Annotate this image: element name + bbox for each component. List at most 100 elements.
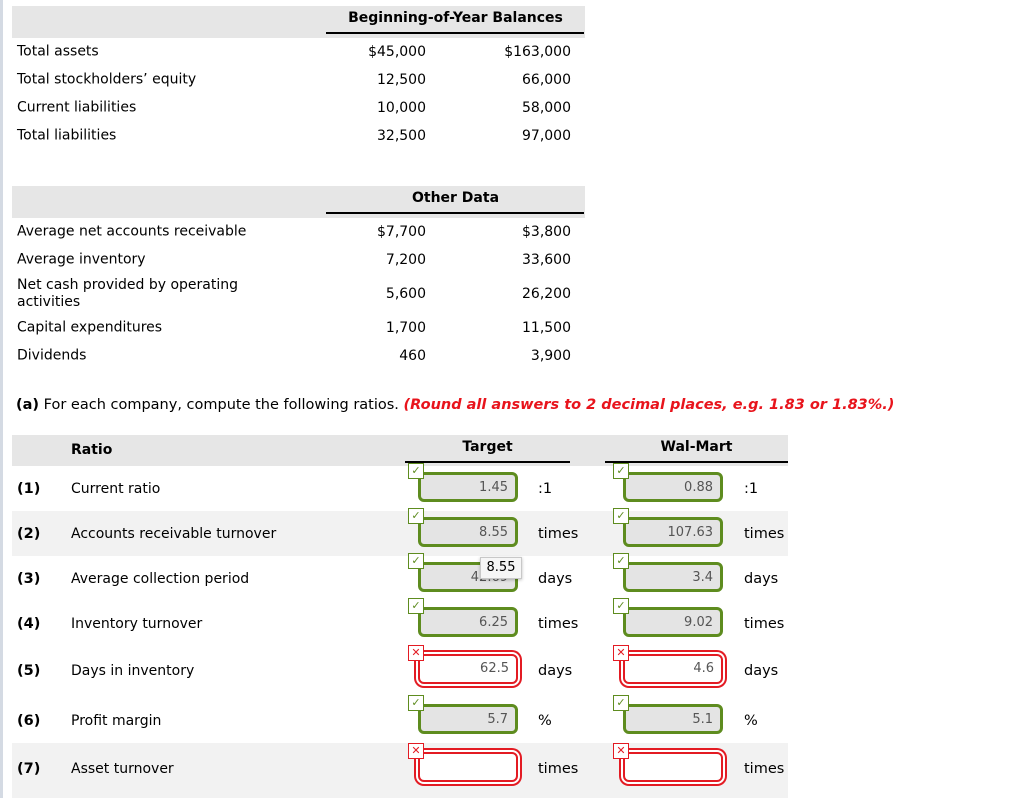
row-label: Current liabilities — [17, 99, 137, 116]
ratio-name: Profit margin — [71, 713, 162, 729]
target-column-header: Target — [462, 439, 513, 455]
target-answer-field[interactable]: ✓ 6.25 — [408, 598, 518, 637]
target-value: 12,500 — [377, 72, 426, 88]
table-row: Capital expenditures 1,700 11,500 — [12, 314, 585, 342]
other-data-header: Other Data — [12, 186, 585, 218]
unit-label: days — [744, 663, 779, 679]
row-number: (4) — [17, 616, 41, 632]
header-underline — [326, 212, 584, 214]
walmart-answer-field[interactable]: ✓ 107.63 — [613, 508, 723, 547]
target-answer-field[interactable]: ✓ 5.7 — [408, 695, 518, 734]
walmart-answer-field[interactable]: ✓ 9.02 — [613, 598, 723, 637]
target-answer-input[interactable]: 62.5 — [418, 654, 518, 684]
target-value: $7,700 — [377, 224, 426, 240]
target-answer-input[interactable]: 1.45 — [418, 472, 518, 502]
walmart-value: 58,000 — [522, 100, 571, 116]
target-answer-field[interactable]: ✓ 1.45 — [408, 463, 518, 502]
ratio-row-avg-collection-period: (3) Average collection period ✓ 42.69 da… — [12, 553, 788, 601]
walmart-answer-input[interactable]: 3.4 — [623, 562, 723, 592]
ratio-name: Accounts receivable turnover — [71, 526, 277, 542]
target-answer-input[interactable]: 6.25 — [418, 607, 518, 637]
target-answer-input[interactable]: 8.55 — [418, 517, 518, 547]
table-row: Total stockholders’ equity 12,500 66,000 — [12, 66, 585, 94]
unit-label: days — [744, 571, 779, 587]
check-icon: ✓ — [613, 695, 629, 711]
value-tooltip: 8.55 — [480, 557, 522, 579]
target-answer-input[interactable] — [418, 752, 518, 782]
header-underline — [326, 32, 584, 34]
row-label: Average inventory — [17, 251, 146, 268]
unit-label: % — [744, 713, 758, 729]
check-icon: ✓ — [408, 553, 424, 569]
walmart-value: 66,000 — [522, 72, 571, 88]
table-row: Total assets $45,000 $163,000 — [12, 38, 585, 66]
target-answer-field[interactable]: ✓ 8.55 — [408, 508, 518, 547]
header-underline — [605, 461, 788, 463]
ratio-row-asset-turnover: (7) Asset turnover ✕ times ✕ times — [12, 743, 788, 798]
walmart-answer-input[interactable] — [623, 752, 723, 782]
walmart-answer-input[interactable]: 4.6 — [623, 654, 723, 684]
ratio-row-inventory-turnover: (4) Inventory turnover ✓ 6.25 times ✓ 9.… — [12, 598, 788, 646]
target-value: 7,200 — [385, 252, 426, 268]
row-label: Capital expenditures — [17, 319, 163, 336]
x-icon: ✕ — [408, 743, 424, 759]
check-icon: ✓ — [613, 553, 629, 569]
row-label: Net cash provided by operating activitie… — [17, 277, 238, 310]
target-answer-input[interactable]: 5.7 — [418, 704, 518, 734]
unit-label: times — [538, 761, 579, 777]
walmart-answer-field[interactable]: ✕ — [613, 743, 723, 782]
walmart-value: 26,200 — [522, 286, 571, 302]
walmart-answer-input[interactable]: 107.63 — [623, 517, 723, 547]
unit-label: times — [744, 616, 785, 632]
walmart-answer-field[interactable]: ✕ 4.6 — [613, 645, 723, 684]
walmart-value: 97,000 — [522, 128, 571, 144]
other-data-table: Other Data Average net accounts receivab… — [12, 186, 585, 370]
ratio-name: Days in inventory — [71, 663, 195, 679]
walmart-answer-input[interactable]: 9.02 — [623, 607, 723, 637]
unit-label: :1 — [538, 481, 553, 497]
check-icon: ✓ — [408, 598, 424, 614]
unit-label: % — [538, 713, 552, 729]
walmart-answer-input[interactable]: 5.1 — [623, 704, 723, 734]
check-icon: ✓ — [613, 463, 629, 479]
ratio-row-ar-turnover: (2) Accounts receivable turnover ✓ 8.55 … — [12, 508, 788, 556]
target-value: 32,500 — [377, 128, 426, 144]
walmart-answer-field[interactable]: ✓ 5.1 — [613, 695, 723, 734]
part-label: (a) — [16, 397, 40, 413]
row-label: Total liabilities — [17, 127, 117, 144]
row-number: (3) — [17, 571, 41, 587]
row-number: (7) — [17, 761, 41, 777]
unit-label: times — [744, 526, 785, 542]
check-icon: ✓ — [613, 598, 629, 614]
table-row: Dividends 460 3,900 — [12, 342, 585, 370]
walmart-column-header: Wal-Mart — [660, 439, 733, 455]
unit-label: times — [538, 526, 579, 542]
target-answer-field[interactable]: ✕ 62.5 — [408, 645, 518, 684]
x-icon: ✕ — [408, 645, 424, 661]
walmart-answer-field[interactable]: ✓ 3.4 — [613, 553, 723, 592]
walmart-value: $163,000 — [504, 44, 571, 60]
balances-table: Beginning-of-Year Balances Total assets … — [12, 6, 585, 150]
ratio-header: Ratio Target Wal-Mart — [12, 435, 788, 466]
walmart-value: 11,500 — [522, 320, 571, 336]
row-label: Average net accounts receivable — [17, 223, 247, 240]
row-number: (2) — [17, 526, 41, 542]
target-value: $45,000 — [368, 44, 426, 60]
table-row: Average inventory 7,200 33,600 — [12, 246, 585, 274]
check-icon: ✓ — [408, 463, 424, 479]
table-row: Current liabilities 10,000 58,000 — [12, 94, 585, 122]
rounding-note: (Round all answers to 2 decimal places, … — [403, 397, 895, 413]
walmart-answer-input[interactable]: 0.88 — [623, 472, 723, 502]
ratio-table: Ratio Target Wal-Mart (1) Current ratio … — [12, 435, 788, 798]
ratio-row-profit-margin: (6) Profit margin ✓ 5.7 % ✓ 5.1 % — [12, 695, 788, 743]
check-icon: ✓ — [408, 695, 424, 711]
target-value: 5,600 — [385, 286, 426, 302]
target-value: 10,000 — [377, 100, 426, 116]
balances-header-title: Beginning-of-Year Balances — [348, 10, 563, 26]
ratio-name: Current ratio — [71, 481, 161, 497]
header-underline — [405, 461, 570, 463]
walmart-answer-field[interactable]: ✓ 0.88 — [613, 463, 723, 502]
target-answer-field[interactable]: ✕ — [408, 743, 518, 782]
row-label: Total assets — [17, 43, 99, 60]
unit-label: :1 — [744, 481, 759, 497]
